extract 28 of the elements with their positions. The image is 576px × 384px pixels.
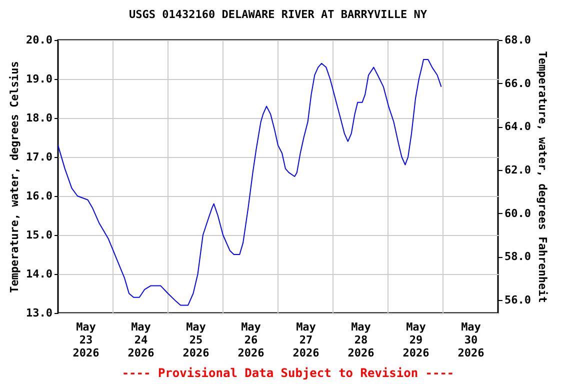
y2-axis-title: Temperature, water, degrees Fahrenheit [536,51,549,303]
y2-tick-label: 56.0 [504,294,531,306]
y2-tick-label: 68.0 [504,34,531,46]
y2-tick-label: 66.0 [504,76,531,90]
y2-tick-label: 64.0 [504,120,531,134]
text: ---- Provisional Data Subject to Revision ---- [120,366,456,380]
x-tick-label: May 25 2026 [182,320,210,360]
line-series [58,59,442,306]
y2-tick-label: 60.0 [504,206,531,220]
y2-tick-label: 62.0 [504,164,531,176]
y-tick-label: 18.0 [26,112,52,124]
x-tick-label: May 29 2026 [402,320,430,360]
y-tick-label: 17.0 [26,150,52,164]
y-tick-label: 13.0 [26,306,52,320]
y-tick-label: 20.0 [26,34,52,46]
y2-tick-label: 58.0 [504,250,531,264]
y-tick-label: 16.0 [26,190,52,202]
y-tick-label: 15.0 [26,228,52,242]
y-axis-title: Temperature, water, degrees Celsius [8,61,22,293]
x-tick-label: May 26 2026 [238,320,265,360]
x-tick-label: May 24 2026 [128,320,155,360]
y-tick-label: 14.0 [26,268,52,280]
x-tick-label: May 23 2026 [72,320,100,360]
x-tick-label: May 28 2026 [348,320,375,360]
chart-title: USGS 01432160 DELAWARE RIVER AT BARRYVILLE NY [128,8,428,21]
y-tick-label: 19.0 [26,72,52,86]
x-tick-label: May 27 2026 [292,320,320,360]
x-tick-label: May 30 2026 [458,320,485,360]
